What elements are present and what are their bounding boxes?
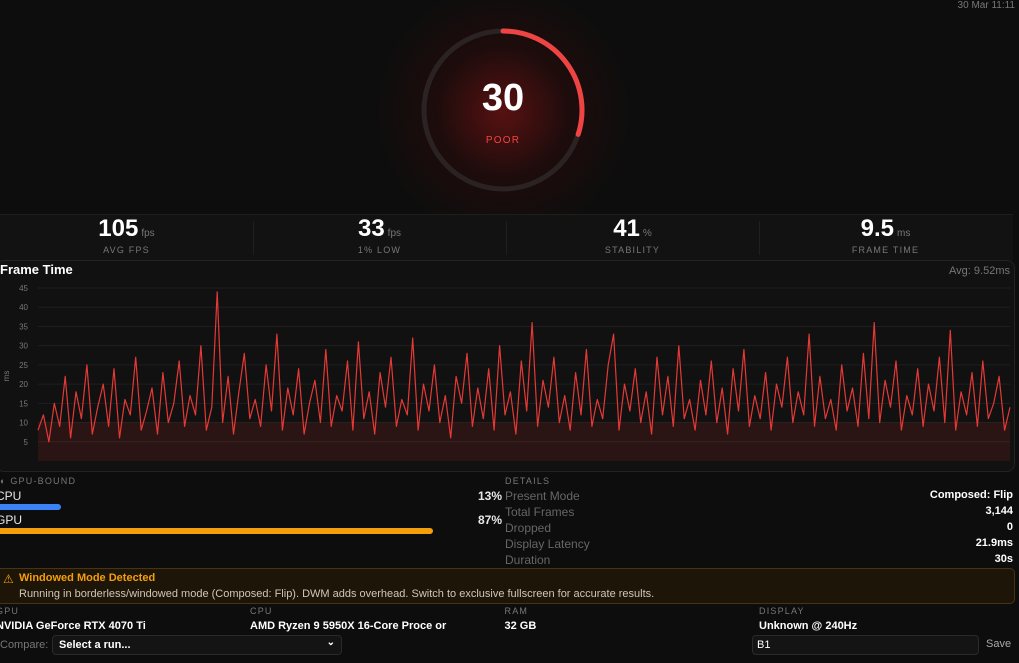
stat-unit: ms (897, 228, 911, 239)
stat: 33 fps 1% LOW (253, 215, 506, 255)
y-tick-label: 35 (19, 322, 28, 331)
detail-key: Display Latency (505, 537, 590, 551)
score-value: 30 (482, 77, 524, 119)
stat: 41% STABILITY (506, 215, 759, 255)
details-title: DETAILS (505, 476, 551, 486)
detail-row: Total Frames 3,144 (505, 505, 1013, 519)
bound-label: 13% (477, 489, 502, 503)
bound-name: GPU (0, 513, 23, 527)
chart-title: Frame Time (0, 262, 73, 277)
warning-box: ⚠ Windowed Mode Detected Running in bord… (0, 568, 1015, 604)
stat-value-line: 9.5 ms (759, 215, 1012, 243)
gauge-arc (500, 28, 585, 137)
detail-value: 21.9ms (975, 537, 1013, 549)
stat: 105 fps AVG FPS (0, 215, 253, 255)
y-tick-label: 15 (19, 399, 28, 408)
stat: 9.5 ms FRAME TIME (759, 215, 1012, 255)
y-tick-label: 20 (19, 380, 28, 389)
compare-input-text: B1 (757, 639, 771, 651)
stat-divider (253, 221, 254, 255)
warning-icon: ⚠ (3, 572, 14, 586)
area-fill (38, 422, 1010, 461)
stats-row: 105 fps AVG FPS 33 fps 1% LOW 41% STABILITY 9.5 m… (0, 214, 1013, 261)
bound-bar (0, 528, 433, 534)
warning-title: Windowed Mode Detected (19, 572, 156, 584)
stat-unit: fps (141, 228, 155, 239)
timestamp: 30 Mar 11:11 (957, 0, 1015, 11)
warning-text: Running in borderless/windowed mode (Com… (19, 588, 655, 600)
compare-label: Compare: (0, 639, 49, 651)
save-button[interactable]: Save (986, 638, 1012, 650)
detail-row: Duration 30s (505, 553, 1013, 567)
hardware-value: AMD Ryzen 9 5950X 16-Core Proce or (250, 620, 447, 632)
stat-value-line: 105 fps (0, 215, 253, 243)
hardware-value: 32 GB (504, 620, 537, 632)
frame-time-chart: Frame Time Avg: 9.52ms ms 5 10 15 20 25 30 35 4… (0, 262, 1011, 461)
hardware-label: RAM (504, 606, 529, 616)
y-tick-label: 25 (19, 361, 28, 370)
stat-value: 9.5 (860, 215, 895, 242)
y-tick-label: 45 (19, 284, 28, 293)
compare-select-text: Select a run... (59, 639, 131, 651)
bound-bar (0, 504, 62, 510)
score-rating: POOR (486, 135, 520, 146)
chart-annotation: Avg: 9.52ms (949, 265, 1010, 277)
hardware-value: Unknown @ 240Hz (759, 620, 858, 632)
stat-unit: fps (387, 228, 402, 239)
stat-value-line: 41% (506, 215, 759, 243)
compare-input[interactable]: B1 (752, 635, 979, 655)
stat-label: FRAME TIME (851, 245, 920, 255)
stat-value: 33 (357, 215, 385, 242)
select-caret: ⌄ (326, 637, 335, 648)
y-tick-label: 5 (24, 438, 29, 447)
detail-value: Composed: Flip (929, 489, 1013, 501)
bound-label: 87% (477, 513, 502, 527)
detail-key: Duration (505, 553, 551, 567)
bound-title-text: GPU-BOUND (10, 476, 77, 486)
hardware-label: DISPLAY (759, 606, 805, 616)
y-tick-label: 10 (19, 419, 28, 428)
stat-unit: % (642, 228, 652, 239)
y-tick-label: 30 (19, 342, 28, 351)
y-axis-label: ms (2, 371, 11, 382)
compare-select[interactable]: Select a run... ⌄ (52, 635, 342, 655)
hardware-value: NVIDIA GeForce RTX 4070 Ti (0, 620, 146, 632)
stat-divider (506, 221, 507, 255)
stat-value-line: 33 fps (253, 215, 506, 243)
detail-value: 0 (1006, 521, 1013, 533)
detail-row: Display Latency 21.9ms (505, 537, 1013, 551)
gauge-glow (353, 0, 653, 215)
detail-key: Dropped (505, 521, 552, 535)
chart-panel (0, 260, 1015, 472)
detail-row: Dropped 0 (505, 521, 1013, 535)
score-gauge: 30 POOR (421, 28, 585, 192)
stat-value: 41 (613, 215, 640, 242)
detail-value: 3,144 (985, 505, 1013, 517)
detail-value: 30s (994, 553, 1013, 565)
stat-divider (759, 221, 760, 255)
bound-name: CPU (0, 489, 22, 503)
detail-key: Present Mode (505, 489, 580, 503)
hardware-label: GPU (0, 606, 20, 616)
line (37, 291, 1011, 443)
bound-title: ◐ GPU-BOUND (0, 476, 77, 486)
y-tick-label: 40 (19, 303, 28, 312)
detail-key: Total Frames (505, 505, 575, 519)
stat-label: STABILITY (604, 245, 661, 255)
stat-label: 1% LOW (357, 245, 402, 255)
detail-row: Present Mode Composed: Flip (505, 489, 1013, 503)
stat-value: 105 (98, 215, 139, 242)
hardware-label: CPU (250, 606, 273, 616)
stat-label: AVG FPS (103, 245, 150, 255)
